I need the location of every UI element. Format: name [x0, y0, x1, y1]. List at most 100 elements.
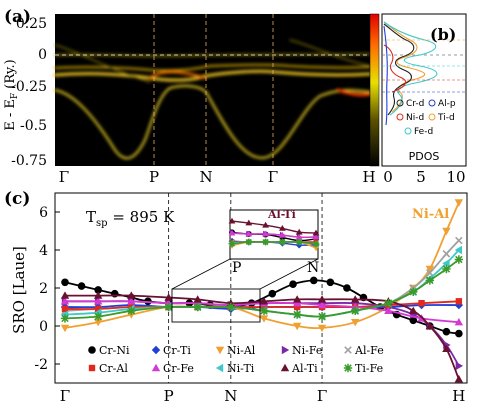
legend-item-al-fe: Al-Fe — [344, 344, 384, 357]
panel-c-legend: Cr-Ni Cr-Ti Ni-Al Ni-Fe Al-Fe Cr-Al Cr-Fe Ni-Ti… — [88, 344, 384, 375]
panel-c-xtick: Γ — [60, 387, 70, 405]
legend-marker-Cr-d — [396, 99, 404, 107]
panel-c-ytick: -2 — [34, 357, 48, 373]
data-point — [193, 302, 202, 312]
panel-a-xtick: Γ — [59, 168, 69, 186]
inset-series-ti-fe — [228, 238, 320, 248]
panel-c-xtick: P — [164, 387, 174, 405]
data-point — [295, 228, 303, 235]
annotation-ni-al: Ni-Al — [412, 207, 449, 222]
data-point — [455, 361, 464, 371]
data-point — [60, 291, 70, 299]
data-point — [289, 280, 297, 289]
data-point — [442, 327, 451, 336]
data-point — [409, 316, 418, 325]
panel-b-xtick: 5 — [416, 168, 426, 186]
legend-label: Al-Ti — [291, 362, 318, 375]
panel-b-frame — [381, 13, 467, 167]
data-point — [292, 295, 302, 303]
data-point — [454, 245, 463, 255]
band-1 — [53, 69, 372, 82]
data-point — [351, 295, 360, 303]
data-point — [93, 312, 103, 321]
data-point — [418, 300, 425, 307]
zoom-connector-left — [171, 258, 231, 290]
panel-c-xtick: N — [224, 387, 237, 405]
data-point — [94, 286, 102, 294]
data-point — [60, 324, 70, 333]
panel-c-ytick: 4 — [39, 243, 48, 259]
data-point — [351, 319, 360, 327]
data-point — [384, 306, 393, 314]
data-point — [351, 306, 360, 315]
data-point — [88, 346, 96, 354]
data-point — [60, 314, 70, 323]
data-point — [93, 297, 103, 305]
panel-c-xtick: H — [452, 387, 465, 405]
legend-label: Cr-Fe — [163, 362, 194, 375]
legend-item-cr-al: Cr-Al — [88, 362, 128, 375]
panel-c-series — [60, 199, 464, 383]
colorbar — [369, 13, 380, 167]
data-point — [409, 287, 418, 296]
legend-label: Ti-Fe — [355, 362, 383, 375]
data-point — [317, 300, 327, 309]
data-point — [93, 291, 103, 299]
legend-item-cr-ni: Cr-Ni — [88, 344, 130, 357]
data-point — [279, 225, 286, 231]
panel-b-xtick: 0 — [383, 168, 393, 186]
panel-b-legend: Cr-d Al-p Ni-d Ti-d Fe-d — [396, 99, 456, 137]
legend-label: Ni-Fe — [292, 344, 322, 357]
data-point — [164, 293, 173, 301]
data-point — [454, 318, 464, 326]
panel-c-xtick: Γ — [317, 387, 327, 405]
legend-label-Fe-d: Fe-d — [414, 127, 433, 137]
inset-xtick-N: N — [307, 260, 319, 276]
panel-b-xtick: 10 — [446, 168, 465, 186]
legend-item-cr-fe: Cr-Fe — [151, 362, 194, 375]
band-8 — [336, 88, 372, 97]
data-point — [245, 219, 253, 226]
data-point — [343, 284, 351, 292]
data-point — [292, 322, 302, 331]
data-point — [312, 229, 320, 236]
data-point — [309, 276, 318, 285]
legend-label: Ni-Ti — [227, 362, 255, 375]
panel-b-label: (b) — [430, 25, 456, 44]
data-point — [262, 221, 269, 228]
panel-c-ytick: 6 — [39, 205, 48, 221]
data-point — [442, 344, 451, 352]
zoom-connector-right — [259, 258, 319, 290]
tsp-subscript: sp — [96, 218, 108, 229]
panel-c-ytick: 0 — [39, 319, 48, 335]
legend-item-cr-ti: Cr-Ti — [151, 344, 191, 357]
panel-c-yticks: 6 4 2 0 -2 — [34, 205, 60, 373]
panel-a-ytick: -0.25 — [11, 79, 47, 95]
pdos-Ni-d — [383, 44, 407, 93]
tsp-label: Tsp = 895 K — [86, 208, 175, 229]
panel-b-hlines — [382, 39, 466, 93]
legend-item-al-ti: Al-Ti — [280, 362, 318, 375]
legend-label-Ni-d: Ni-d — [406, 113, 424, 123]
data-point — [317, 312, 327, 321]
data-point — [151, 345, 161, 355]
data-point — [215, 346, 225, 355]
data-point — [442, 227, 451, 236]
panel-a-xtick: H — [362, 168, 375, 186]
data-point — [268, 289, 277, 298]
band-6 — [289, 39, 371, 67]
legend-label: Al-Fe — [354, 344, 384, 357]
data-point — [442, 250, 451, 258]
data-point — [326, 278, 335, 287]
band-7 — [148, 70, 207, 80]
panel-c-ylabel: SRO [Laue] — [10, 246, 28, 334]
legend-label: Cr-Ti — [163, 344, 191, 357]
band-5 — [54, 44, 151, 83]
series-ti-fe — [60, 255, 464, 323]
data-point — [292, 299, 302, 307]
data-point — [455, 236, 463, 245]
panel-c-label: (c) — [4, 189, 30, 209]
data-point — [279, 231, 286, 238]
legend-item-ni-al: Ni-Al — [215, 344, 256, 357]
